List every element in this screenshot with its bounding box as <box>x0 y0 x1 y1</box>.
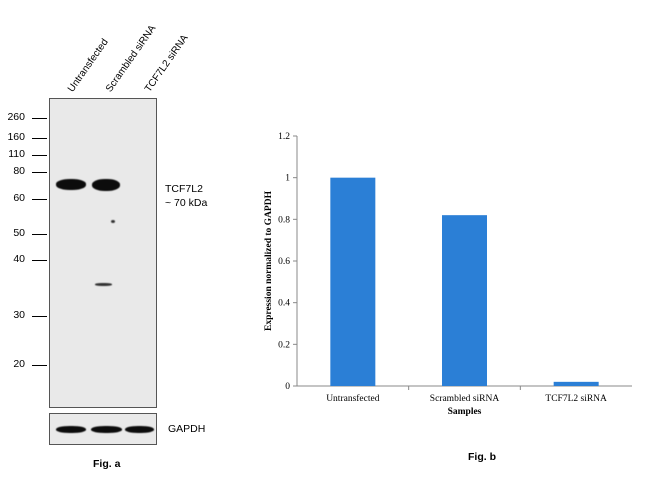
marker-tick <box>32 234 47 235</box>
gapdh-band-untransfected <box>56 426 86 433</box>
marker-tick <box>32 260 47 261</box>
marker-label: 110 <box>8 148 25 160</box>
y-tick-label: 0.2 <box>278 340 290 350</box>
marker-label: 60 <box>13 192 25 204</box>
nonspecific-band-35kda <box>95 283 112 286</box>
marker-label: 50 <box>13 227 25 239</box>
y-tick-label: 0.4 <box>278 299 290 309</box>
marker-tick <box>32 138 47 139</box>
marker-tick <box>32 316 47 317</box>
bar <box>553 381 599 386</box>
marker-label: 260 <box>7 111 25 123</box>
target-annotation: TCF7L2 ~ 70 kDa <box>165 182 207 210</box>
x-tick-label: Untransfected <box>326 393 380 404</box>
marker-label: 40 <box>13 253 25 265</box>
x-tick-label: Scrambled siRNA <box>430 394 500 404</box>
gapdh-label: GAPDH <box>168 423 206 435</box>
bar <box>330 177 376 386</box>
gapdh-blot-panel <box>49 413 157 445</box>
target-size-label: ~ 70 kDa <box>165 197 208 209</box>
marker-tick <box>32 155 47 156</box>
y-tick-label: 1 <box>285 174 290 184</box>
y-tick-label: 1.2 <box>278 132 290 142</box>
y-tick-label: 0.6 <box>278 257 290 267</box>
fig-a-caption: Fig. a <box>93 458 121 470</box>
tcf7l2-band-scrambled <box>92 179 120 191</box>
y-tick-label: 0 <box>285 382 290 392</box>
marker-label: 160 <box>7 131 25 143</box>
fig-b-caption: Fig. b <box>468 451 496 463</box>
target-protein-label: TCF7L2 <box>165 183 203 195</box>
nonspecific-band-small <box>111 220 115 223</box>
gapdh-band-scrambled <box>91 426 122 433</box>
marker-tick <box>32 365 47 366</box>
tcf7l2-band-untransfected <box>56 179 86 190</box>
marker-label: 30 <box>13 309 25 321</box>
x-tick-label: TCF7L2 siRNA <box>545 394 607 404</box>
bar <box>442 215 487 386</box>
gapdh-band-tcf7l2-sirna <box>125 426 154 433</box>
x-axis-title: Samples <box>448 407 482 417</box>
y-tick-label: 0.8 <box>278 215 290 225</box>
marker-label: 20 <box>13 358 25 370</box>
marker-tick <box>32 172 47 173</box>
marker-label: 80 <box>13 165 25 177</box>
main-blot-panel <box>49 98 157 408</box>
marker-tick <box>32 199 47 200</box>
y-axis-title: Expression normalized to GAPDH <box>264 190 274 331</box>
marker-tick <box>32 118 47 119</box>
